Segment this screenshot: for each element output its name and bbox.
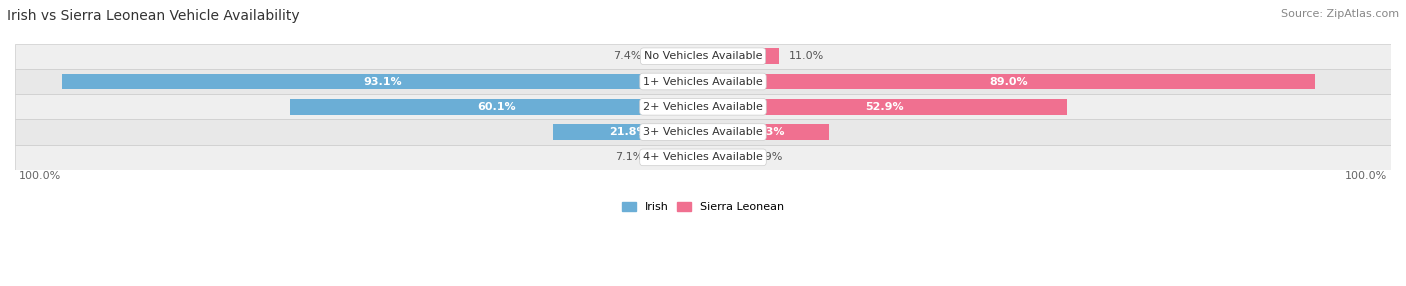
- Text: 7.1%: 7.1%: [616, 152, 644, 162]
- Text: 18.3%: 18.3%: [747, 127, 785, 137]
- Bar: [553, 124, 703, 140]
- Legend: Irish, Sierra Leonean: Irish, Sierra Leonean: [623, 202, 783, 212]
- Text: 89.0%: 89.0%: [990, 77, 1028, 87]
- Bar: [703, 74, 1316, 89]
- Bar: [15, 145, 1391, 170]
- Text: 60.1%: 60.1%: [477, 102, 516, 112]
- Text: 4+ Vehicles Available: 4+ Vehicles Available: [643, 152, 763, 162]
- Text: 1+ Vehicles Available: 1+ Vehicles Available: [643, 77, 763, 87]
- Text: 52.9%: 52.9%: [866, 102, 904, 112]
- Text: 2+ Vehicles Available: 2+ Vehicles Available: [643, 102, 763, 112]
- Text: 3+ Vehicles Available: 3+ Vehicles Available: [643, 127, 763, 137]
- Bar: [652, 48, 703, 64]
- Bar: [62, 74, 703, 89]
- Text: 11.0%: 11.0%: [789, 51, 824, 61]
- Text: 5.9%: 5.9%: [754, 152, 782, 162]
- Bar: [654, 150, 703, 165]
- Text: 100.0%: 100.0%: [18, 170, 60, 180]
- Bar: [703, 48, 779, 64]
- Bar: [15, 69, 1391, 94]
- Text: Irish vs Sierra Leonean Vehicle Availability: Irish vs Sierra Leonean Vehicle Availabi…: [7, 9, 299, 23]
- Text: Source: ZipAtlas.com: Source: ZipAtlas.com: [1281, 9, 1399, 19]
- Bar: [15, 43, 1391, 69]
- Text: No Vehicles Available: No Vehicles Available: [644, 51, 762, 61]
- Bar: [15, 120, 1391, 145]
- Bar: [15, 94, 1391, 120]
- Bar: [703, 99, 1067, 115]
- Bar: [703, 124, 830, 140]
- Text: 93.1%: 93.1%: [363, 77, 402, 87]
- Bar: [703, 150, 744, 165]
- Text: 21.8%: 21.8%: [609, 127, 647, 137]
- Text: 100.0%: 100.0%: [1346, 170, 1388, 180]
- Text: 7.4%: 7.4%: [613, 51, 641, 61]
- Bar: [290, 99, 703, 115]
